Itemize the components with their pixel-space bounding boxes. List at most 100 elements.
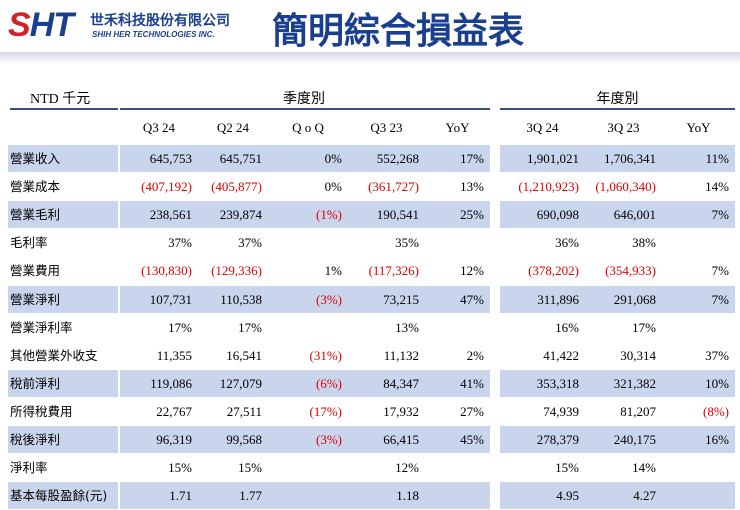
row-shade <box>8 482 118 510</box>
table-cell: 15% <box>555 460 579 476</box>
table-cell: 17% <box>460 151 484 166</box>
table-cell: 14% <box>632 460 656 476</box>
column-header: Q3 23 <box>370 120 403 135</box>
table-cell: 7% <box>711 207 729 223</box>
row-label: 毛利率 <box>10 235 48 251</box>
row-label: 所得稅費用 <box>10 403 73 419</box>
group-label: 年度別 <box>596 92 639 107</box>
table-cell: 99,568 <box>226 432 262 447</box>
row-label: 營業淨利率 <box>10 319 73 335</box>
table-cell: 27% <box>460 403 484 419</box>
table-cell: 690,098 <box>536 207 579 223</box>
table-cell: 73,215 <box>383 291 419 307</box>
column-header: Q2 24 <box>216 120 250 135</box>
table-cell: 15% <box>168 460 192 476</box>
row-label: 營業成本 <box>10 179 61 195</box>
row-shade <box>120 201 490 229</box>
row-label: 稅後淨利 <box>10 432 61 447</box>
table-cell: (3%) <box>316 432 342 447</box>
table-cell: 84,347 <box>383 375 419 391</box>
table-cell: 119,086 <box>150 375 192 391</box>
table-cell: (407,192) <box>141 179 192 195</box>
table-cell: (405,877) <box>211 179 262 195</box>
table-cell: 645,753 <box>149 151 192 166</box>
row-shade <box>8 369 118 397</box>
row-shade <box>120 285 490 313</box>
table-cell: 238,561 <box>149 207 192 223</box>
table-cell: 45% <box>460 432 484 447</box>
table-cell: 13% <box>460 179 484 195</box>
table-cell: 37% <box>168 235 192 251</box>
row-label: 稅前淨利 <box>10 375 61 391</box>
slide-title: 簡明綜合損益表 <box>272 11 525 52</box>
table-cell: 1,901,021 <box>527 151 579 166</box>
table-cell: 0% <box>324 179 342 195</box>
table-cell: 1.77 <box>239 488 262 504</box>
table-cell: 38% <box>632 235 656 251</box>
table-cell: 15% <box>238 460 262 476</box>
table-cell: 311,896 <box>537 291 579 307</box>
row-shade <box>120 145 490 172</box>
row-shade <box>500 369 735 397</box>
company-name: 世禾科技股份有限公司 <box>90 13 230 29</box>
row-shade <box>8 285 118 313</box>
table-cell: 37% <box>705 347 729 363</box>
table-cell: 41% <box>460 375 484 391</box>
row-shade <box>500 426 735 453</box>
table-cell: 353,318 <box>536 375 579 391</box>
table-cell: 552,268 <box>376 151 419 166</box>
table-cell: 17% <box>238 319 262 335</box>
row-label: 營業費用 <box>10 263 61 279</box>
table-cell: 25% <box>460 207 484 223</box>
column-header: YoY <box>445 120 470 135</box>
header-band <box>0 52 740 64</box>
table-cell: 66,415 <box>383 432 419 447</box>
table-cell: 127,079 <box>219 375 262 391</box>
table-cell: 37% <box>238 235 262 251</box>
unit-label: NTD 千元 <box>30 92 91 107</box>
row-shade <box>120 369 490 397</box>
table-cell: 240,175 <box>613 432 656 447</box>
table-cell: 30,314 <box>620 347 656 363</box>
row-shade <box>8 201 118 229</box>
table-cell: 16,541 <box>226 347 262 363</box>
group-label: 季度別 <box>283 92 325 107</box>
table-cell: 190,541 <box>376 207 419 223</box>
table-cell: 96,319 <box>156 432 192 447</box>
column-header: Q o Q <box>292 120 324 135</box>
table-cell: 2% <box>466 347 484 363</box>
logo: SHT <box>8 6 74 44</box>
table-cell: 16% <box>705 432 729 447</box>
table-cell: 0% <box>324 151 342 166</box>
table-cell: 4.95 <box>556 488 579 504</box>
row-shade <box>120 426 490 453</box>
table-cell: 14% <box>705 179 729 195</box>
table-cell: 10% <box>705 375 729 391</box>
table-cell: (129,336) <box>211 263 262 279</box>
table-cell: (378,202) <box>528 263 579 279</box>
header-rule <box>10 108 118 110</box>
row-shade <box>8 145 118 172</box>
column-header: YoY <box>686 120 711 135</box>
table-cell: (31%) <box>309 347 343 363</box>
row-label: 淨利率 <box>10 460 48 476</box>
row-label: 營業收入 <box>10 151 61 166</box>
company-name-en: SHIH HER TECHNOLOGIES INC. <box>92 30 215 39</box>
table-cell: 321,382 <box>613 375 656 391</box>
header-rule <box>500 108 735 110</box>
table-cell: 239,874 <box>219 207 262 223</box>
row-label: 營業淨利 <box>10 291 61 307</box>
table-cell: 11% <box>705 151 729 166</box>
table-cell: 1,706,341 <box>604 151 656 166</box>
header-rule <box>120 108 490 110</box>
column-header: 3Q 24 <box>526 120 559 135</box>
table-cell: 1.71 <box>169 488 192 504</box>
table-cell: 1.18 <box>396 488 419 504</box>
table-cell: 107,731 <box>149 291 192 307</box>
table-cell: 13% <box>395 319 419 335</box>
table-cell: (8%) <box>703 403 729 419</box>
table-cell: (361,727) <box>368 179 419 195</box>
table-cell: (3%) <box>316 291 342 307</box>
table-cell: 110,538 <box>220 291 262 307</box>
table-cell: (117,326) <box>368 263 419 279</box>
